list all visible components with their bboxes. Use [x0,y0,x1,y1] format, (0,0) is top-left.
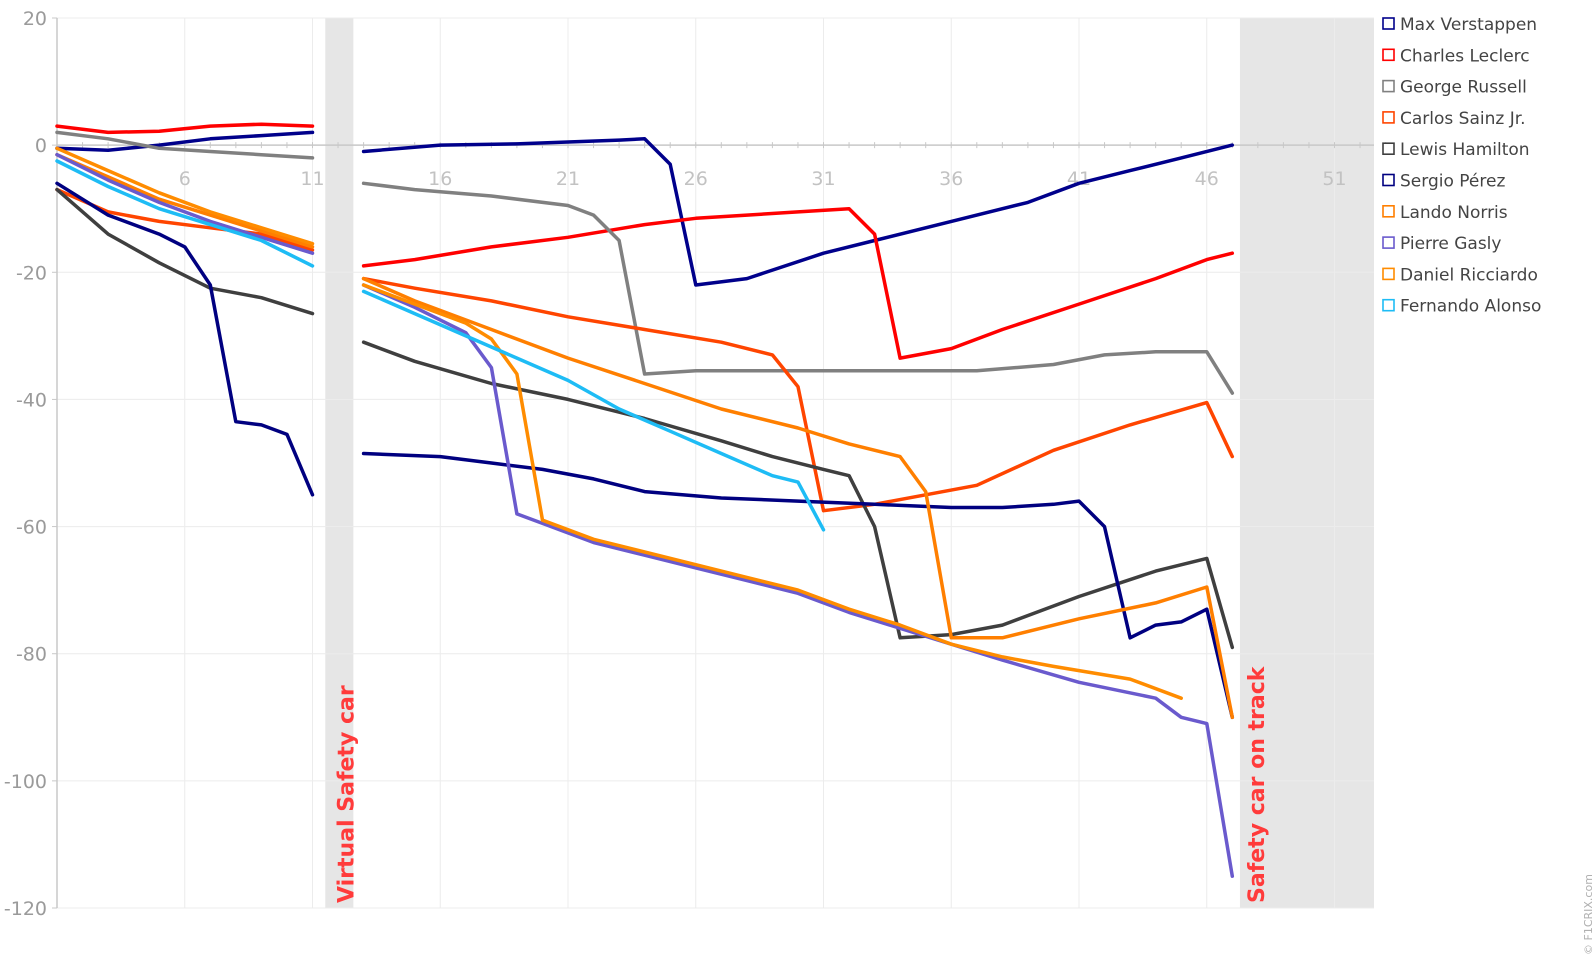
x-tick-label: 26 [684,168,708,190]
y-tick-label: -100 [4,771,47,793]
series-max-verstappen [55,130,1235,287]
x-tick-label: 31 [811,168,835,190]
x-tick-label: 46 [1195,168,1219,190]
series-line [55,122,315,135]
band-label: Safety car on track [1245,665,1270,903]
series-line [361,181,1235,395]
legend-label: Lewis Hamilton [1400,140,1530,160]
x-tick-label: 6 [179,168,191,190]
series-line [55,181,315,497]
band-label-layer: Virtual Safety car Safety car on track [334,665,1270,903]
y-tick-label: 0 [35,135,47,157]
legend-label: Fernando Alonso [1400,297,1541,317]
x-tick-label: 51 [1322,168,1346,190]
y-tick-label: -80 [16,644,47,666]
series-carlos-sainz-jr- [55,187,1235,513]
shaded-band-1 [325,18,354,908]
series-line [361,289,826,532]
series-daniel-ricciardo [55,146,1183,700]
x-tick-label: 36 [939,168,963,190]
series-line [55,146,315,246]
series-line [361,340,1235,650]
legend-swatch [1382,79,1395,93]
series-line [361,206,1235,360]
legend-label: Charles Leclerc [1400,46,1530,66]
legend-label: George Russell [1400,78,1527,98]
series-george-russell [55,130,1235,395]
series-line [55,152,315,255]
series-line [361,451,1235,720]
legend-label: Daniel Ricciardo [1400,265,1538,285]
x-tick-label: 16 [428,168,452,190]
legend-swatch [1382,267,1395,281]
series-sergio-p-rez [55,181,1235,720]
x-tick-label: 11 [300,168,324,190]
series-line [55,130,315,160]
watermark-text: © F1CRIX.com [1582,874,1595,955]
y-tick-label: -120 [4,898,47,920]
legend-swatch [1382,298,1395,312]
series-line [55,159,315,268]
series-line [55,130,315,152]
band-label: Virtual Safety car [334,685,359,903]
legend: Max Verstappen Charles Leclerc George Russ… [1382,15,1541,317]
axes-layer: 6 11 16 21 26 31 36 41 46 51200-20-40-60-80-100-1… [4,8,1387,920]
legend-label: Lando Norris [1400,203,1508,223]
series-charles-leclerc [55,122,1235,360]
series-line [361,137,1235,287]
shaded-band-2 [1239,18,1374,908]
legend-swatch [1382,173,1395,187]
y-tick-label: 20 [23,8,47,30]
series-line [361,276,1235,513]
grid-layer [57,17,1374,909]
series-line [361,276,1235,720]
series-line [361,283,1235,878]
y-tick-label: -20 [16,262,47,284]
legend-label: Max Verstappen [1400,15,1537,35]
legend-label: Pierre Gasly [1400,234,1501,254]
series-lando-norris [55,152,1235,720]
legend-swatch [1382,236,1395,249]
series-line [361,283,1183,700]
legend-swatch [1382,142,1395,155]
series-line [55,152,315,249]
legend-label: Carlos Sainz Jr. [1400,109,1526,129]
series-line [55,187,315,316]
legend-label: Sergio Pérez [1400,172,1505,192]
y-tick-label: -60 [16,517,47,539]
series-layer [55,122,1235,878]
y-tick-label: -40 [16,389,47,411]
legend-swatch [1382,111,1395,124]
series-lewis-hamilton [55,187,1235,650]
legend-swatch [1382,48,1395,62]
legend-swatch [1382,17,1395,30]
series-fernando-alonso [55,159,826,532]
legend-swatch [1382,205,1395,218]
band-layer [325,18,1374,908]
x-tick-label: 21 [556,168,580,190]
series-pierre-gasly [55,152,1235,878]
